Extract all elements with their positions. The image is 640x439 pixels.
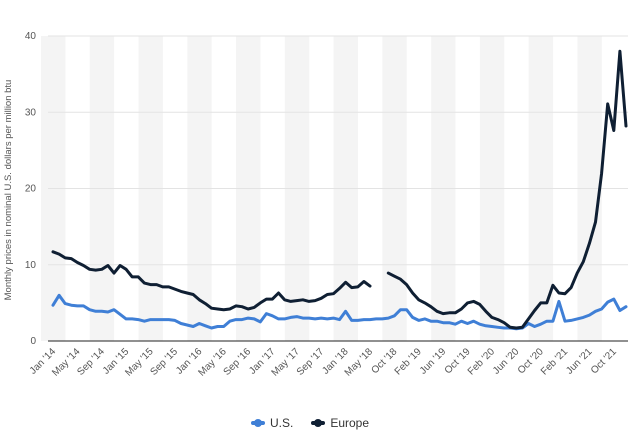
us-series-marker-icon — [250, 419, 265, 427]
x-tick-label: Oct '21 — [589, 346, 619, 376]
series-lines — [51, 49, 628, 331]
y-tick-label: 30 — [25, 107, 37, 118]
x-tick-label: Jun '21 — [564, 346, 595, 377]
x-tick-label: Sep '15 — [148, 346, 180, 378]
europe-series-marker-icon — [311, 419, 326, 427]
series-line-europe — [51, 49, 628, 330]
series-line-us — [51, 293, 628, 331]
x-tick-label: Sep '16 — [222, 346, 254, 378]
legend-label-europe: Europe — [330, 416, 370, 430]
x-tick-label: Sep '14 — [75, 346, 107, 378]
x-tick-label: Jun '19 — [418, 346, 449, 377]
y-tick-label: 10 — [25, 260, 37, 271]
x-tick-label: Jun '20 — [491, 346, 522, 377]
legend: U.S. Europe — [0, 416, 620, 430]
x-tick-label: Sep '17 — [295, 346, 327, 378]
y-tick-label: 0 — [30, 336, 36, 347]
x-tick-label: Feb '21 — [539, 346, 570, 377]
legend-item-us[interactable]: U.S. — [250, 416, 294, 430]
legend-label-us: U.S. — [269, 416, 294, 430]
x-tick-label: Feb '19 — [393, 346, 424, 377]
legend-item-europe[interactable]: Europe — [311, 416, 369, 430]
x-tick-label: Feb '20 — [466, 346, 497, 377]
y-axis-ticks: 0 10 20 30 40 — [25, 31, 37, 347]
x-tick-label: May '18 — [343, 346, 376, 379]
y-tick-label: 40 — [25, 31, 37, 42]
y-tick-label: 20 — [25, 184, 37, 195]
y-axis-title: Monthly prices in nominal U.S. dollars p… — [3, 80, 14, 301]
gridlines — [48, 35, 628, 266]
